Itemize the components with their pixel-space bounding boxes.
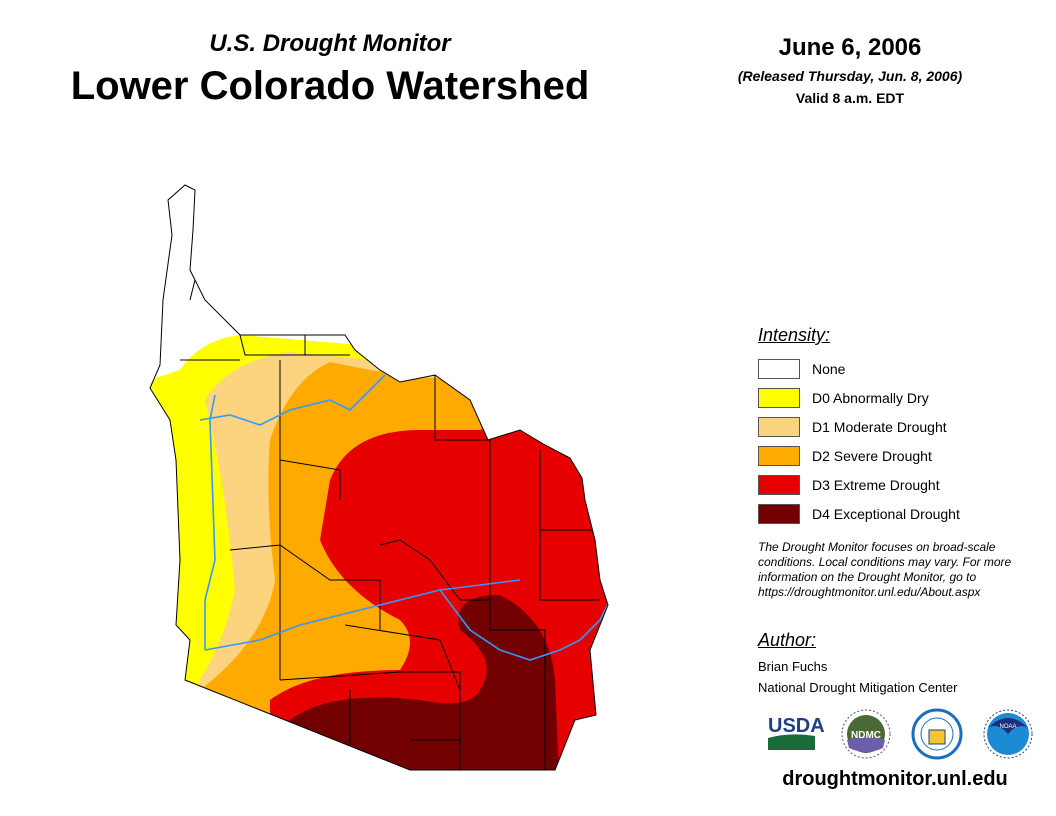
legend-item-d0: D0 Abnormally Dry <box>758 383 960 412</box>
legend-label: D2 Severe Drought <box>812 447 932 464</box>
valid-time: Valid 8 a.m. EDT <box>795 90 905 106</box>
legend-label: D0 Abnormally Dry <box>812 389 929 406</box>
legend-item-d2: D2 Severe Drought <box>758 441 960 470</box>
website-url[interactable]: droughtmonitor.unl.edu <box>782 768 1008 790</box>
subtitle: U.S. Drought Monitor <box>209 30 451 57</box>
rivers <box>199 374 608 661</box>
legend-title: Intensity: <box>758 325 831 345</box>
legend-swatch <box>758 445 800 466</box>
legend-swatch <box>758 503 800 524</box>
legend-swatch <box>758 474 800 495</box>
legend-swatch <box>758 387 800 408</box>
page-title: Lower Colorado Watershed <box>70 64 590 108</box>
author-org: National Drought Mitigation Center <box>758 680 958 695</box>
legend-label: None <box>812 360 846 377</box>
legend-item-d1: D1 Moderate Drought <box>758 412 960 441</box>
legend-label: D3 Extreme Drought <box>812 476 940 493</box>
commerce-seal-logo <box>911 708 963 760</box>
legend-swatch <box>758 416 800 437</box>
svg-text:USDA: USDA <box>768 715 825 737</box>
author-name: Brian Fuchs <box>758 659 828 674</box>
usda-logo: USDA <box>768 715 825 750</box>
ndmc-logo: NDMC <box>841 709 891 759</box>
map-date: June 6, 2006 <box>778 34 922 61</box>
legend-label: D1 Moderate Drought <box>812 418 947 435</box>
legend-swatch <box>758 358 800 379</box>
watershed-outline <box>149 184 609 771</box>
legend: None D0 Abnormally Dry D1 Moderate Droug… <box>758 354 960 528</box>
agency-logos: USDA NDMC NOAA <box>768 708 1033 760</box>
legend-item-none: None <box>758 354 960 383</box>
legend-item-d4: D4 Exceptional Drought <box>758 499 960 528</box>
county-lines <box>180 199 600 770</box>
legend-label: D4 Exceptional Drought <box>812 505 960 522</box>
disclaimer-note: The Drought Monitor focuses on broad-sca… <box>758 540 1012 599</box>
svg-text:NDMC: NDMC <box>851 730 881 741</box>
author-info: Brian Fuchs National Drought Mitigation … <box>758 656 957 698</box>
legend-item-d3: D3 Extreme Drought <box>758 470 960 499</box>
noaa-logo: NOAA <box>983 709 1033 759</box>
svg-text:NOAA: NOAA <box>999 724 1016 730</box>
author-title: Author: <box>758 630 817 650</box>
release-date: (Released Thursday, Jun. 8, 2006) <box>737 68 963 84</box>
